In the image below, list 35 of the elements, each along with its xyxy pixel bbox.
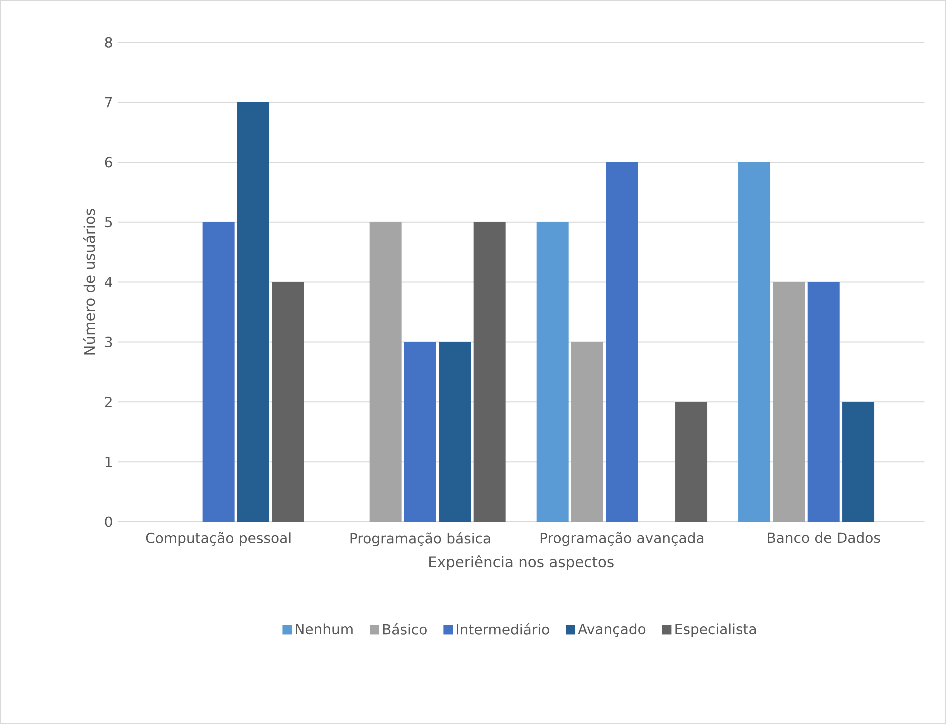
bar [606,162,638,522]
y-tick-label: 7 [106,97,112,108]
y-tick-label: 8 [105,37,112,48]
bar [439,342,472,522]
y-tick-label: 6 [105,157,112,168]
y-tick-label: 2 [105,396,112,408]
x-tick-label: Computação pessoal [146,532,291,546]
x-tick-label: Programação básica [350,532,490,547]
y-tick-label: 4 [105,277,112,288]
y-axis-title: Número de usuários [83,209,96,355]
bar [404,342,436,522]
y-tick-label: 1 [106,456,112,468]
bar [808,282,840,522]
bar [474,222,506,522]
bar [536,222,569,522]
legend-label: Especialista [676,624,756,638]
legend-label: Nenhum [296,624,353,635]
legend-label: Intermediário [457,623,550,635]
y-tick-label: 5 [105,217,112,228]
bar [202,222,235,522]
legend-label: Básico [383,623,427,635]
bar [773,282,806,522]
x-tick-label: Programação avançada [540,532,704,546]
bar [237,102,270,522]
bar [572,342,604,522]
bar [676,402,708,522]
x-axis-title: Experiência nos aspectos [430,556,614,570]
bar [842,402,875,522]
y-tick-label: 0 [105,516,112,528]
bar [738,162,771,522]
bar [370,222,402,522]
legend-label: Avançado [578,624,646,638]
x-tick-label: Banco de Dados [768,532,880,544]
y-tick-label: 3 [105,336,112,348]
bar [272,282,304,522]
